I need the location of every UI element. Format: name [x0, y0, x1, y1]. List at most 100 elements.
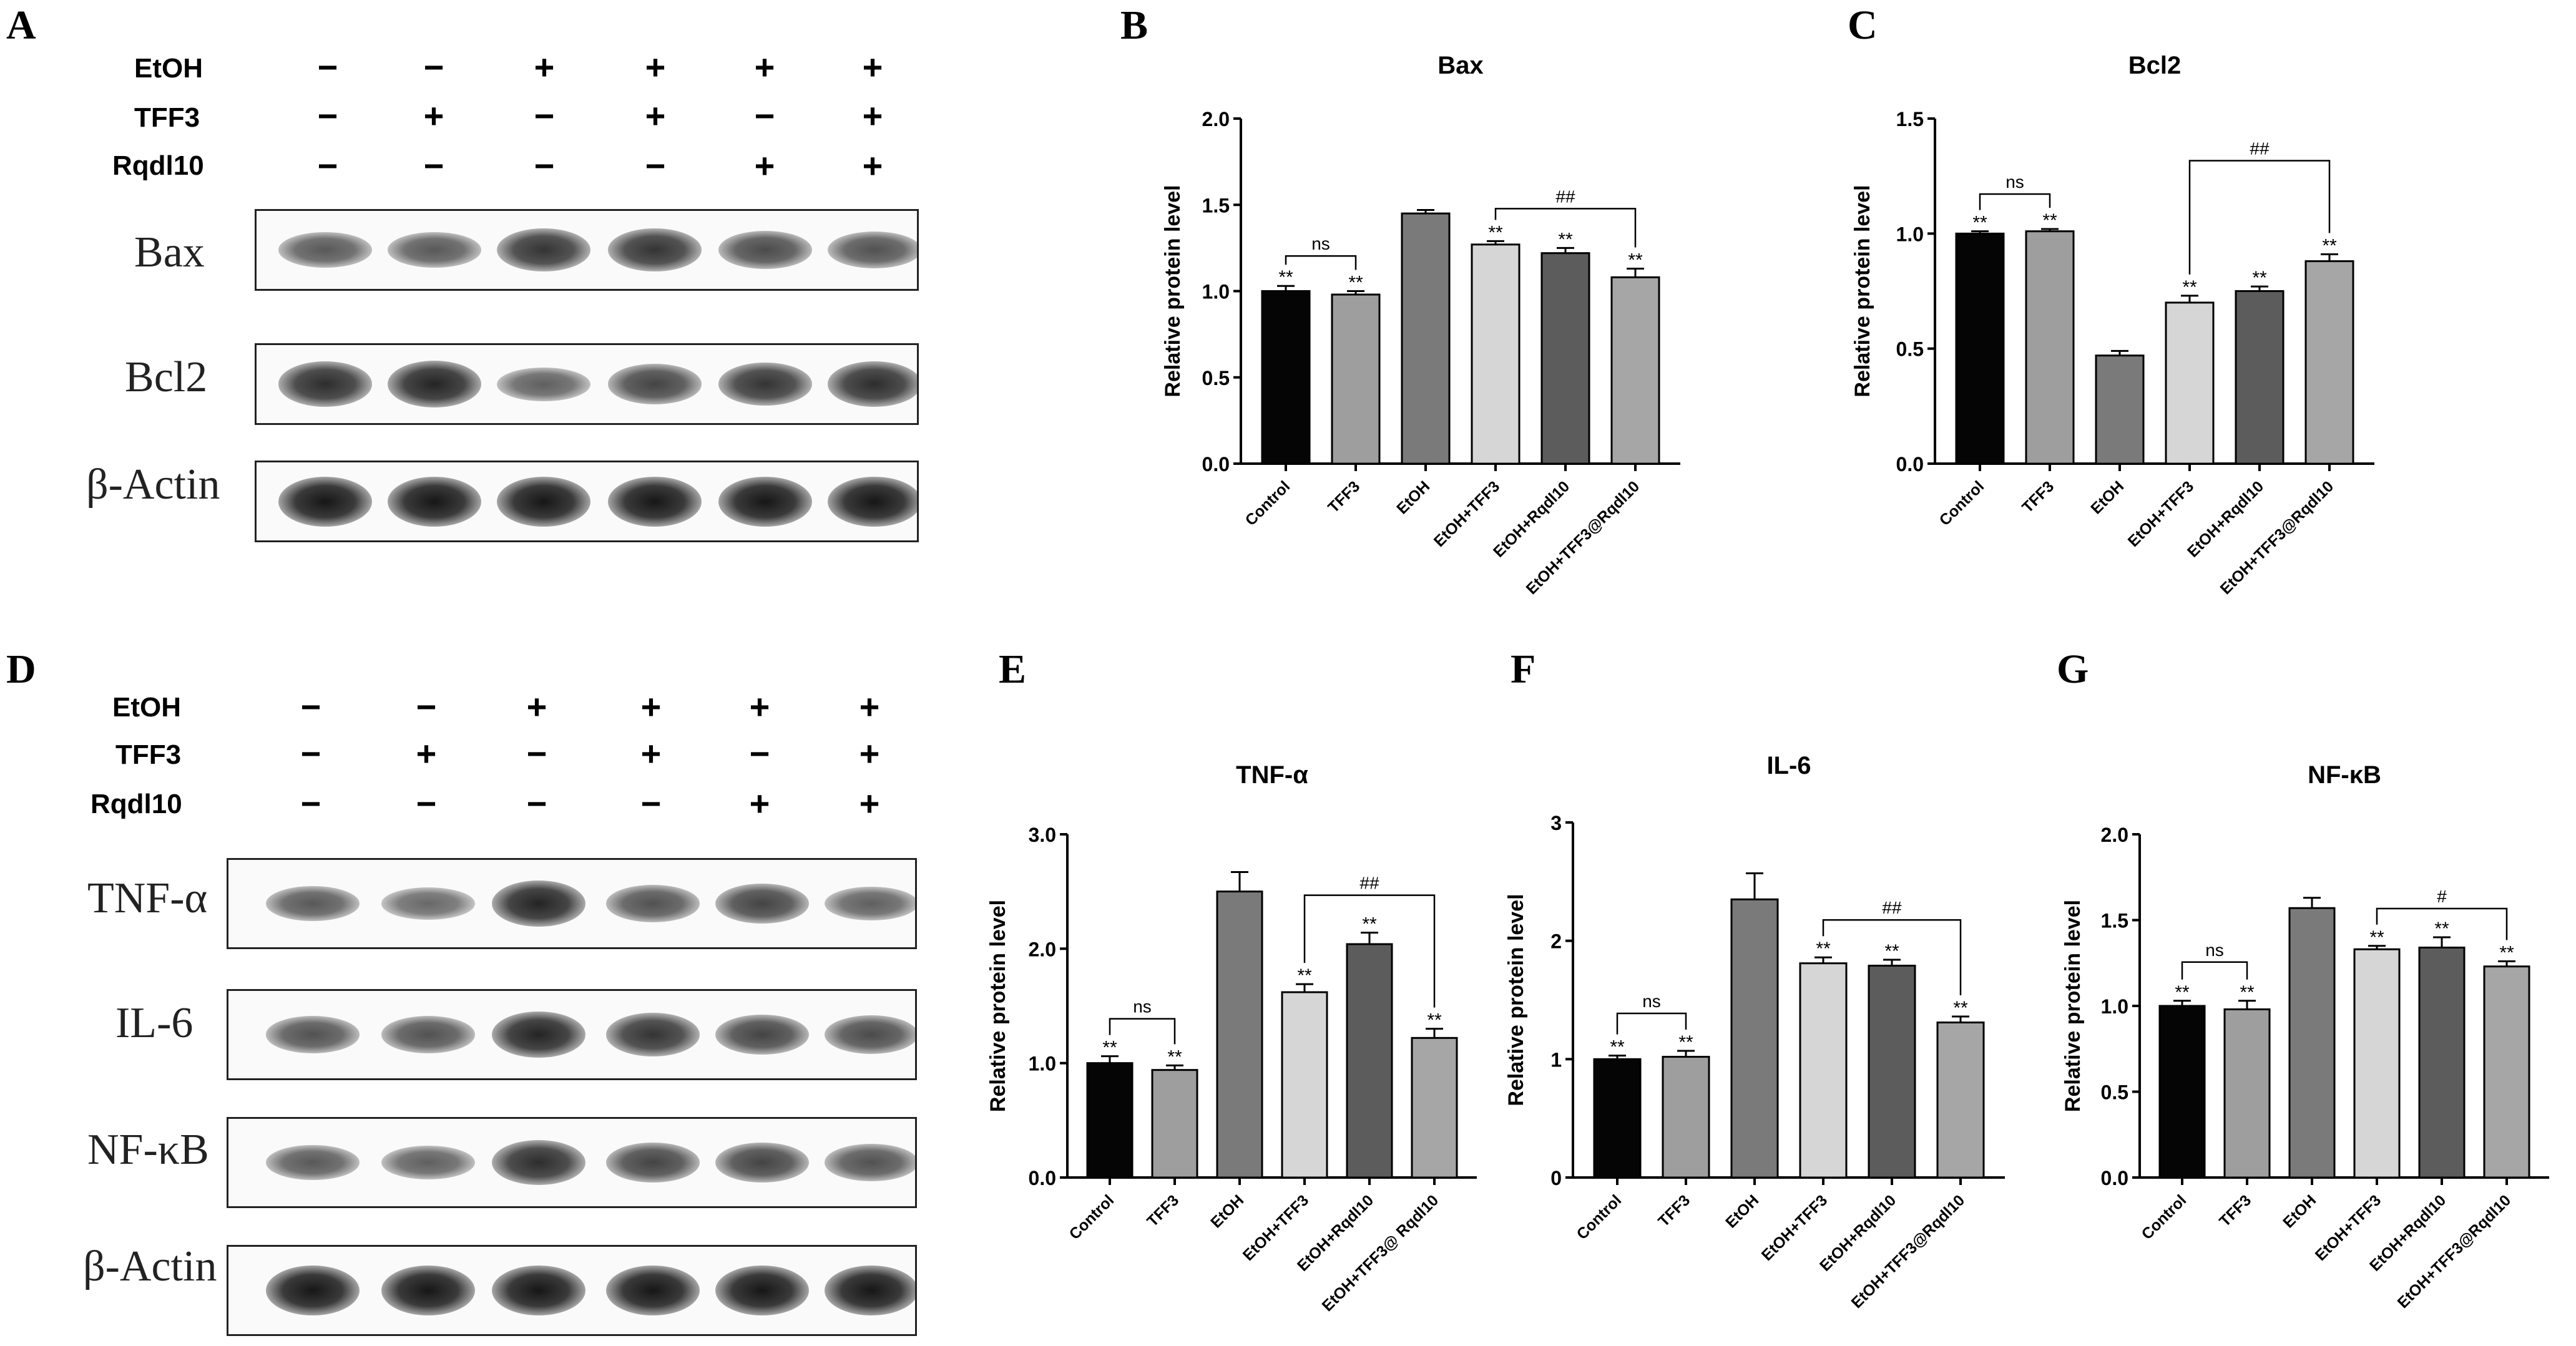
x-tick-label: TFF3 [1325, 477, 1363, 516]
y-tick-label: 1.0 [1896, 223, 1924, 245]
condition-sign: − [416, 784, 437, 823]
condition-sign: + [645, 47, 666, 87]
x-tick-label: EtOH+TFF3@Rqdl10 [1523, 477, 1643, 598]
condition-sign: + [754, 146, 775, 185]
condition-sign: + [526, 687, 547, 726]
protein-label-bax: Bax [134, 228, 205, 276]
significance-label: ** [1972, 213, 1987, 233]
y-tick-label: 1.0 [1029, 1053, 1056, 1075]
blot-band [492, 1011, 585, 1058]
blot-band [715, 883, 809, 924]
x-tick-label: TFF3 [2216, 1191, 2255, 1230]
comparison-bracket [2188, 160, 2331, 275]
significance-label: ** [1884, 941, 1899, 962]
comparison-bracket [1109, 1018, 1176, 1045]
condition-sign: + [859, 784, 880, 823]
comparison-bracket [1979, 193, 2051, 210]
blot-band [715, 1266, 809, 1315]
blot-band [266, 885, 360, 922]
y-axis-label: Relative protein level [1161, 185, 1185, 397]
bracket-label: ## [1555, 187, 1575, 206]
bar [2158, 1005, 2206, 1179]
blot-band [381, 1146, 475, 1179]
y-tick-label: 0.5 [2101, 1081, 2128, 1104]
bar [1261, 290, 1311, 465]
comparison-bracket [2376, 907, 2508, 940]
bar [2235, 290, 2285, 465]
blot-band [381, 1266, 475, 1315]
blot-band [492, 1266, 585, 1315]
condition-sign: + [859, 687, 880, 726]
significance-label: ** [2322, 236, 2337, 256]
condition-sign: + [749, 687, 770, 726]
condition-sign: + [749, 784, 770, 823]
condition-sign: − [423, 47, 444, 87]
blot-band [606, 1266, 700, 1315]
blot-band [718, 476, 812, 527]
significance-label: ** [2499, 943, 2514, 963]
y-tick-label: 3 [1550, 812, 1562, 834]
bar [1346, 943, 1393, 1179]
condition-sign: − [416, 687, 437, 726]
y-tick-label: 0.0 [1029, 1167, 1056, 1189]
chart-title: Bax [1437, 52, 1483, 79]
significance-label: ** [1102, 1038, 1117, 1058]
condition-sign: + [534, 47, 555, 87]
bar [1662, 1056, 1710, 1179]
bar [1868, 964, 1916, 1179]
y-tick-label: 3.0 [1029, 824, 1056, 846]
y-tick-label: 2 [1550, 930, 1562, 953]
significance-label: ** [1628, 250, 1643, 271]
bar [1086, 1062, 1134, 1179]
bracket-label: ## [2250, 139, 2270, 158]
x-tick-label: EtOH+TFF3 [1240, 1191, 1313, 1264]
significance-label: ** [2252, 268, 2267, 288]
bracket-label: ## [1359, 874, 1379, 893]
chart-title: NF-κB [2308, 761, 2381, 789]
x-tick-label: EtOH+TFF3 [1431, 477, 1504, 550]
y-tick-label: 0.0 [1896, 453, 1924, 475]
bracket-label: # [2437, 887, 2447, 906]
condition-sign: − [300, 734, 321, 773]
blot-band [825, 1266, 915, 1315]
condition-sign: + [862, 47, 883, 87]
blot-strip-beta-actin [255, 461, 919, 542]
blot-band [266, 1016, 360, 1053]
blot-band [388, 476, 481, 527]
condition-sign: − [534, 96, 555, 135]
y-tick-label: 1.0 [2101, 995, 2128, 1018]
western-blot-a: EtOH TFF3 Rqdl10 − − + + + + − + − + − + − − − − + + Bax … [0, 0, 936, 549]
significance-label: ** [1678, 1032, 1693, 1053]
y-axis-label: Relative protein level [1504, 894, 1528, 1106]
bar [1730, 898, 1779, 1179]
bar-chart-bax: Bax Relative protein level 0.0 0.5 1.0 1.5 2.0… [1161, 52, 1680, 598]
condition-sign: + [640, 734, 662, 773]
condition-sign: − [317, 146, 338, 185]
x-tick-label: EtOH+TFF3@ Rqdl10 [1319, 1191, 1442, 1315]
bar [1593, 1058, 1642, 1179]
significance-label: ** [1297, 965, 1312, 986]
bar [1401, 212, 1451, 465]
bar [2353, 948, 2401, 1179]
x-tick-label: EtOH+TFF3 [2125, 477, 2198, 550]
y-tick-label: 0.0 [1202, 453, 1230, 475]
blot-strip-il-6 [227, 989, 917, 1080]
protein-label-bcl2: Bcl2 [125, 353, 208, 401]
chart-title: Bcl2 [2128, 52, 2182, 79]
bar [2288, 907, 2336, 1179]
significance-label: ** [1167, 1046, 1182, 1067]
condition-label-etoh: EtOH [134, 53, 203, 84]
protein-label-il-6: IL-6 [115, 999, 193, 1047]
condition-label-etoh: EtOH [112, 692, 181, 723]
comparison-bracket [1616, 1012, 1687, 1035]
bar-chart-nf-kb: NF-κB Relative protein level 0.0 0.5 1.0 1.5 2… [2061, 761, 2549, 1312]
bar [1540, 252, 1590, 465]
bar [1936, 1022, 1985, 1179]
protein-label-nf-kb: NF-κB [87, 1126, 209, 1174]
x-tick-label: EtOH [1207, 1191, 1247, 1231]
blot-band [492, 880, 585, 927]
significance-label: ** [2369, 927, 2384, 948]
bracket-label: ns [1311, 234, 1330, 253]
x-tick-label: EtOH+TFF3 [1758, 1191, 1831, 1264]
significance-label: ** [1278, 267, 1293, 288]
